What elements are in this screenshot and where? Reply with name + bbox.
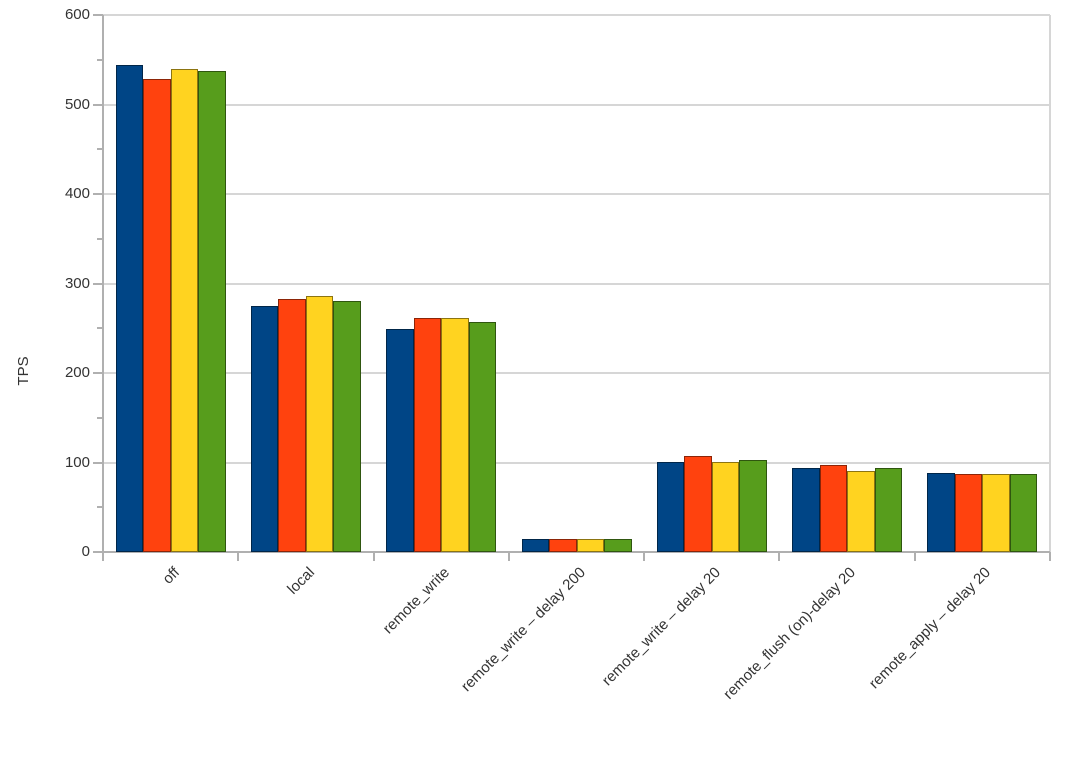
gridline [103, 282, 1050, 285]
gridline [103, 193, 1050, 195]
x-tick [237, 552, 240, 561]
y-major-tick [93, 372, 103, 374]
bar-series-2-orange [278, 298, 306, 552]
bar-series-2-orange [549, 538, 577, 552]
plot-right-border [1049, 15, 1051, 552]
x-tick [1049, 552, 1051, 561]
y-major-tick [93, 14, 103, 16]
bar-series-4-green [468, 321, 497, 552]
x-axis-line [103, 551, 1050, 553]
bar-series-2-orange [143, 79, 171, 552]
bar-series-3-yellow [982, 474, 1010, 552]
x-tick [913, 552, 916, 561]
y-tick-label: 100 [64, 453, 90, 471]
bar-series-2-orange [819, 465, 848, 552]
y-minor-tick [97, 327, 103, 330]
bar-series-1-blue [792, 467, 820, 552]
y-major-tick [93, 551, 103, 553]
y-major-tick [93, 103, 103, 106]
bar-series-4-green [604, 538, 632, 552]
gridline [103, 103, 1050, 106]
y-minor-tick [97, 237, 103, 240]
bar-series-3-yellow [170, 68, 199, 552]
bar-series-2-orange [954, 474, 983, 552]
y-minor-tick [97, 148, 103, 151]
y-minor-tick [97, 416, 103, 419]
y-minor-tick [97, 58, 103, 61]
y-tick-label: 300 [64, 274, 90, 292]
bar-series-2-orange [413, 317, 442, 552]
x-tick [102, 552, 104, 561]
bar-series-4-green [739, 459, 767, 552]
y-axis-title: TPS [15, 356, 32, 386]
bar-series-1-blue [656, 461, 685, 552]
gridline [103, 14, 1050, 16]
y-tick-label: 600 [64, 6, 90, 23]
gridline [103, 372, 1050, 374]
bar-series-3-yellow [441, 318, 469, 552]
y-tick-label: 0 [81, 543, 90, 560]
y-tick-label: 200 [64, 364, 90, 381]
x-tick [507, 552, 510, 561]
gridline [103, 461, 1050, 464]
bar-series-4-green [874, 467, 903, 552]
bar-series-3-yellow [711, 461, 740, 552]
bar-series-3-yellow [847, 471, 875, 552]
bar-series-4-green [1009, 474, 1038, 552]
y-major-tick [93, 193, 103, 195]
x-tick [372, 552, 375, 561]
y-axis-line [102, 15, 104, 554]
bar-series-1-blue [386, 329, 414, 552]
y-tick-label: 400 [64, 185, 90, 202]
bar-series-1-blue [927, 473, 955, 552]
x-tick [778, 552, 781, 561]
bar-series-3-yellow [576, 538, 604, 552]
bar-series-4-green [333, 300, 361, 552]
y-major-tick [93, 282, 103, 285]
bar-series-4-green [198, 71, 226, 552]
y-major-tick [93, 461, 103, 464]
bar-series-1-blue [115, 65, 144, 552]
x-tick [643, 552, 646, 561]
bar-series-3-yellow [305, 296, 334, 552]
bar-series-2-orange [684, 456, 712, 552]
y-minor-tick [97, 506, 103, 509]
bar-series-1-blue [250, 305, 279, 552]
bar-series-1-blue [521, 538, 549, 552]
y-tick-label: 500 [64, 95, 90, 113]
